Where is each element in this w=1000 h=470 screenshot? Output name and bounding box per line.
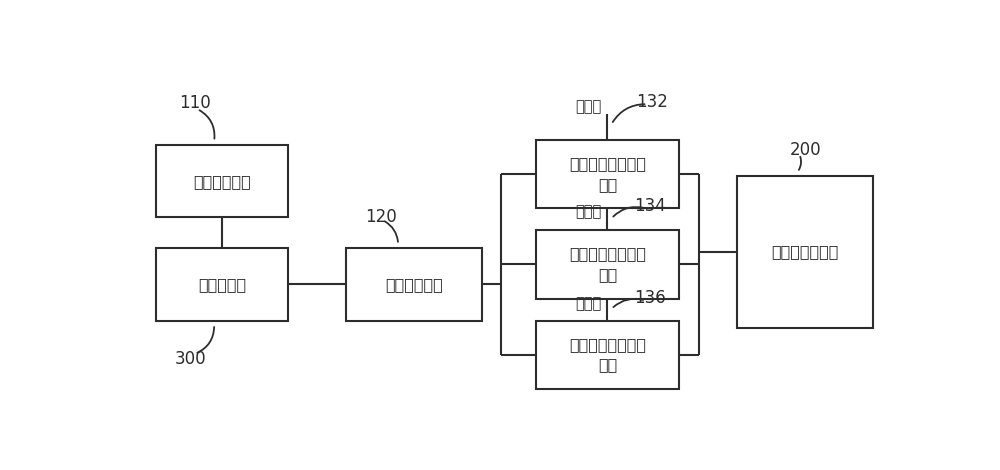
Bar [536, 321, 679, 389]
Text: 输入端: 输入端 [575, 204, 602, 219]
Text: 控制电路的电源: 控制电路的电源 [771, 244, 839, 259]
Bar [156, 145, 288, 218]
Text: 134: 134 [635, 196, 666, 214]
Text: 快充场效应管驱动: 快充场效应管驱动 [569, 156, 646, 171]
Text: 外部控制器: 外部控制器 [198, 277, 246, 292]
Text: 输入端: 输入端 [575, 100, 602, 115]
Text: 120: 120 [365, 209, 397, 227]
Text: 输入端: 输入端 [575, 297, 602, 312]
Bar [536, 230, 679, 299]
Text: 慢充场效应管驱动: 慢充场效应管驱动 [569, 246, 646, 261]
Bar [536, 140, 679, 208]
Text: 电路: 电路 [598, 267, 617, 282]
Text: 电路: 电路 [598, 358, 617, 373]
Text: 电路: 电路 [598, 177, 617, 192]
Text: 电源检测电路: 电源检测电路 [193, 174, 251, 189]
Bar [737, 176, 873, 328]
Bar [346, 248, 482, 321]
Bar [156, 248, 288, 321]
Text: 200: 200 [790, 141, 821, 159]
Text: 常火场效应管驱动: 常火场效应管驱动 [569, 337, 646, 352]
Text: 110: 110 [179, 94, 211, 112]
Text: 300: 300 [175, 350, 207, 368]
Text: 132: 132 [636, 93, 668, 110]
Text: 136: 136 [635, 289, 666, 307]
Text: 控制信号电路: 控制信号电路 [385, 277, 443, 292]
